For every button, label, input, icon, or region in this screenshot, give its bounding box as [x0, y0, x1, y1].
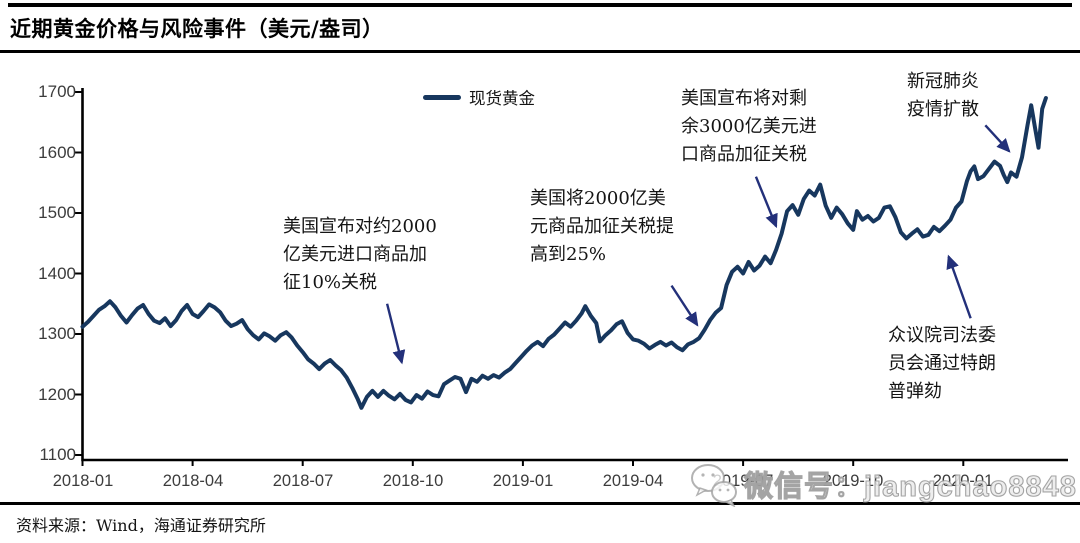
title-top-rule	[8, 3, 1072, 7]
annotation-impeachment: 众议院司法委 员会通过特朗 普弹劾	[888, 325, 996, 402]
x-tick-2018-01: 2018-01	[52, 472, 114, 490]
arrow-tariff-10pct	[385, 303, 406, 365]
y-tick-1500: 1500	[38, 203, 76, 222]
arrow-covid	[984, 124, 1011, 153]
x-tick-2018-10: 2018-10	[382, 472, 444, 490]
y-tick-1300: 1300	[38, 324, 76, 343]
annotation-tariff-300b: 美国宣布将对剩 余3000亿美元进 口商品加征关税	[681, 88, 817, 165]
y-tick-1200: 1200	[38, 385, 76, 404]
watermark-text: 微信号：jiangchao8848	[743, 470, 1077, 503]
annotation-tariff-25pct: 美国将2000亿美 元商品加征关税提 高到25%	[530, 188, 674, 265]
arrow-tariff-25pct	[670, 284, 699, 327]
x-tick-2019-10: 2019-10	[822, 472, 884, 490]
annotation-tariff-10pct: 美国宣布对约2000 亿美元进口商品加 征10%关税	[283, 216, 437, 293]
legend-label: 现货黄金	[469, 89, 535, 108]
x-tick-2019-01: 2019-01	[492, 472, 554, 490]
source-note: 资料来源：Wind，海通证券研究所	[16, 516, 266, 535]
x-tick-2020-01: 2020-01	[932, 472, 994, 490]
y-tick-1700: 1700	[38, 82, 76, 101]
annotation-covid: 新冠肺炎 疫情扩散	[907, 71, 979, 120]
axes	[75, 88, 1068, 466]
x-tick-2018-04: 2018-04	[162, 472, 224, 490]
title-bottom-rule	[0, 50, 1080, 53]
annotation-arrows	[385, 124, 1011, 365]
spot-gold-line	[80, 96, 1048, 410]
watermark: 微信号：jiangchao8848	[688, 461, 1077, 507]
x-tick-2018-07: 2018-07	[272, 472, 334, 490]
legend: 现货黄金	[423, 86, 535, 108]
legend-line-swatch	[423, 94, 461, 100]
y-tick-1100: 1100	[39, 445, 76, 464]
y-tick-1400: 1400	[38, 264, 76, 283]
y-tick-1600: 1600	[38, 143, 76, 162]
footer-rule	[0, 502, 1080, 505]
x-tick-2019-04: 2019-04	[602, 472, 664, 490]
arrow-tariff-300b	[754, 176, 778, 229]
wechat-icon	[691, 464, 737, 507]
arrow-impeachment	[946, 254, 972, 319]
page-title: 近期黄金价格与风险事件（美元/盎司）	[10, 16, 384, 41]
